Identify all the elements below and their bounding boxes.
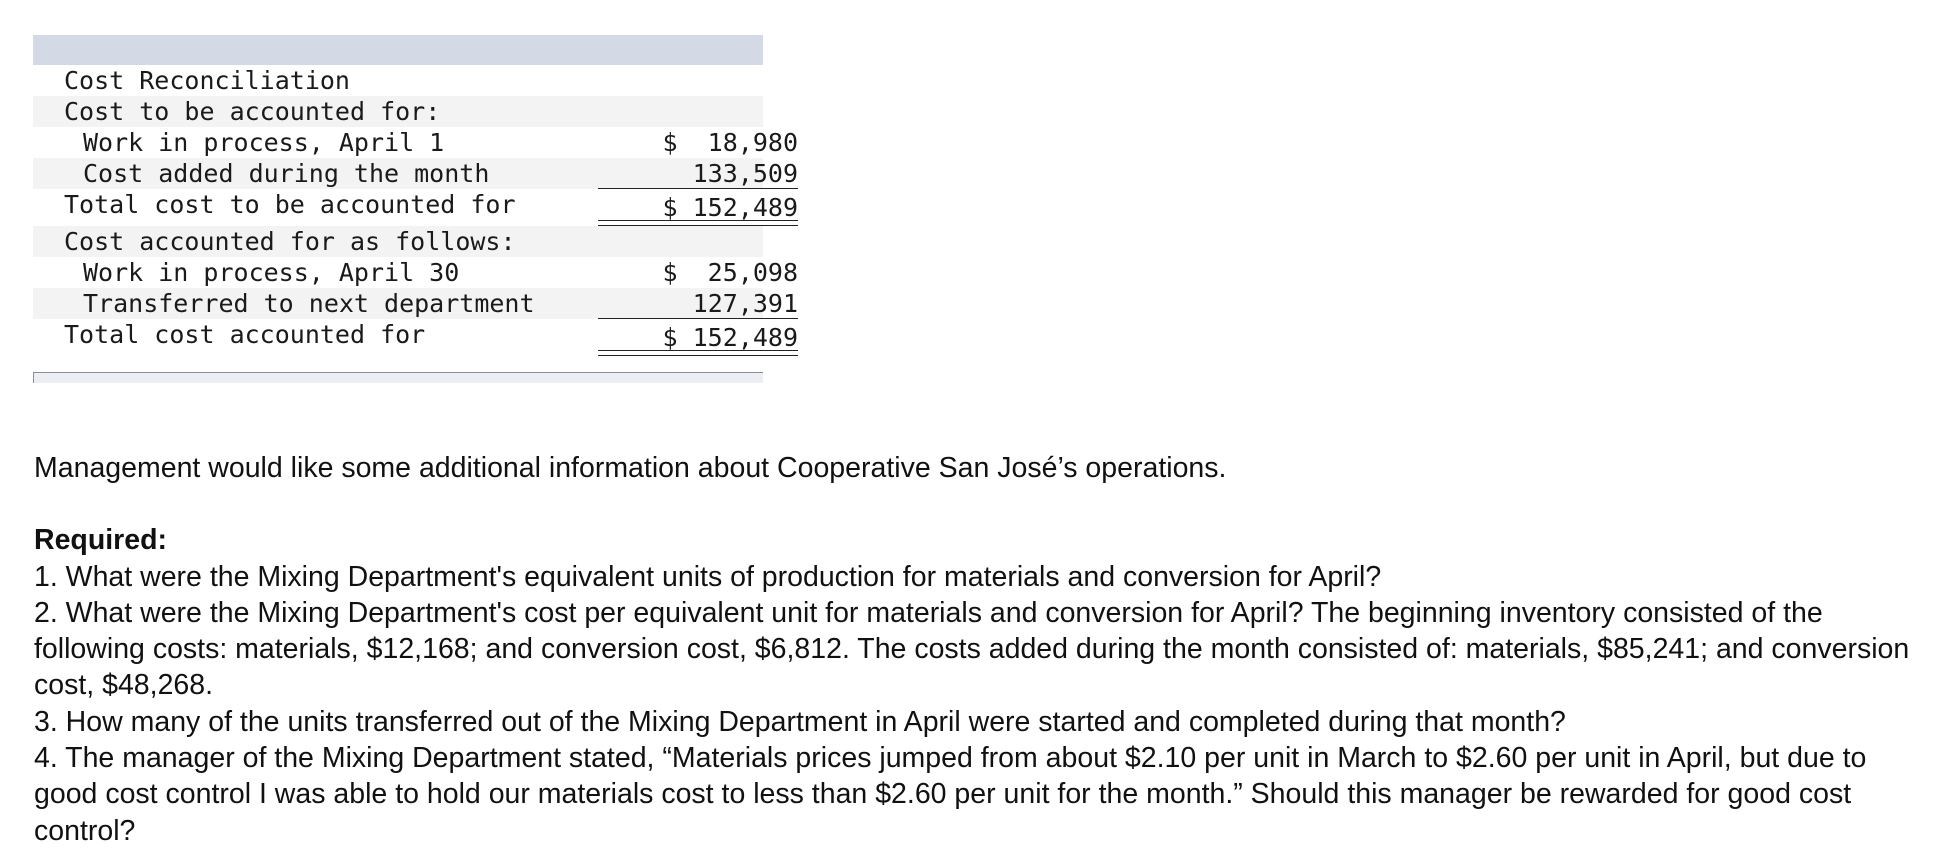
wip-end-label: Work in process, April 30 <box>83 258 460 287</box>
single-underline <box>598 318 798 319</box>
transferred-amount: 127,391 <box>692 289 798 318</box>
table-row: Cost added during the month 133,509 <box>33 158 798 189</box>
table-row: Transferred to next department 127,391 <box>33 288 798 319</box>
table-row: Cost Reconciliation <box>33 65 763 96</box>
table-row: Work in process, April 30 $ 25,098 <box>33 257 798 288</box>
cost-reconciliation-table: Cost Reconciliation Cost to be accounted… <box>33 35 798 383</box>
question-3: 3. How many of the units transferred out… <box>34 705 1566 738</box>
table-header-bar <box>33 35 763 65</box>
transferred-label: Transferred to next department <box>83 289 535 318</box>
total-to-account-amount: $ 152,489 <box>662 193 798 222</box>
question-2: 2. What were the Mixing Department's cos… <box>34 596 1910 702</box>
double-underline <box>598 220 798 226</box>
table-title: Cost Reconciliation <box>64 66 350 95</box>
wip-begin-amount: $ 18,980 <box>662 128 798 157</box>
table-row: Work in process, April 1 $ 18,980 <box>33 127 798 158</box>
section-header-accounted: Cost accounted for as follows: <box>64 227 516 256</box>
cost-added-label: Cost added during the month <box>83 159 490 188</box>
intro-paragraph: Management would like some additional in… <box>34 452 1227 484</box>
wip-begin-label: Work in process, April 1 <box>83 128 445 157</box>
double-underline <box>598 350 798 356</box>
required-heading: Required: <box>34 524 168 557</box>
total-accounted-label: Total cost accounted for <box>64 320 426 349</box>
cost-added-amount: 133,509 <box>692 159 798 188</box>
table-row: Cost to be accounted for: <box>33 96 763 127</box>
single-underline <box>598 188 798 189</box>
table-row: Total cost accounted for $ 152,489 <box>33 319 798 356</box>
problem-text: Management would like some additional in… <box>34 450 1924 849</box>
section-header-to-be-accounted: Cost to be accounted for: <box>64 97 441 126</box>
total-accounted-amount: $ 152,489 <box>662 323 798 352</box>
wip-end-amount: $ 25,098 <box>662 258 798 287</box>
total-to-account-label: Total cost to be accounted for <box>64 190 516 219</box>
question-4: 4. The manager of the Mixing Department … <box>34 742 1867 847</box>
table-row: Cost accounted for as follows: <box>33 226 763 257</box>
question-1: 1. What were the Mixing Department's equ… <box>34 560 1382 593</box>
table-row: Total cost to be accounted for $ 152,489 <box>33 189 798 226</box>
table-footer-bar <box>33 372 763 383</box>
